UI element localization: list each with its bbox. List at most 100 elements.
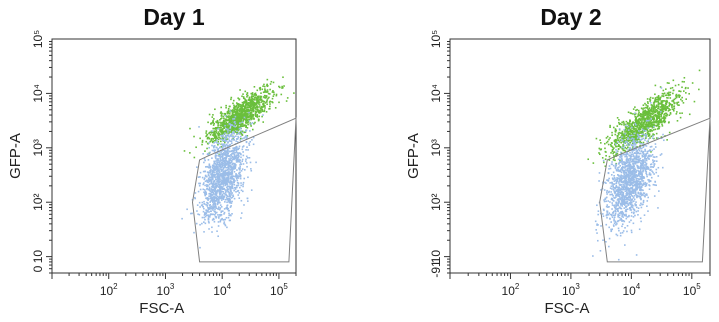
scatter-point — [214, 134, 217, 137]
scatter-point — [213, 200, 216, 203]
scatter-point — [620, 123, 623, 126]
scatter-point — [626, 216, 629, 218]
scatter-point — [608, 168, 610, 170]
scatter-point — [636, 145, 638, 148]
scatter-point — [208, 207, 210, 209]
scatter-point — [629, 197, 632, 199]
scatter-point — [210, 178, 212, 181]
scatter-point — [626, 224, 629, 227]
scatter-point — [237, 117, 240, 120]
scatter-point — [235, 122, 237, 124]
scatter-point — [629, 112, 632, 114]
scatter-point — [640, 123, 643, 126]
scatter-point — [620, 159, 623, 161]
scatter-point — [219, 147, 221, 149]
scatter-point — [617, 190, 620, 192]
scatter-point — [212, 178, 214, 180]
scatter-point — [622, 120, 625, 123]
scatter-point — [220, 111, 222, 113]
scatter-point — [623, 180, 625, 183]
scatter-point — [623, 140, 626, 143]
scatter-point — [254, 108, 257, 110]
scatter-point — [229, 176, 232, 179]
scatter-point — [220, 170, 223, 172]
scatter-point — [229, 186, 231, 189]
scatter-point — [663, 121, 666, 124]
scatter-point — [223, 127, 226, 129]
scatter-point — [651, 104, 653, 107]
scatter-point — [243, 204, 245, 206]
scatter-point — [607, 206, 609, 208]
scatter-point — [688, 113, 691, 116]
scatter-point — [611, 198, 614, 201]
scatter-point — [615, 221, 617, 224]
scatter-point — [193, 231, 195, 234]
scatter-point — [245, 126, 247, 129]
scatter-point — [238, 113, 241, 116]
scatter-point — [625, 208, 628, 211]
scatter-point — [229, 118, 231, 120]
scatter-point — [240, 108, 242, 110]
scatter-point — [661, 101, 664, 103]
scatter-point — [639, 193, 641, 196]
scatter-point — [231, 184, 233, 187]
scatter-point — [231, 115, 234, 118]
scatter-point — [231, 127, 234, 130]
scatter-point — [219, 220, 222, 223]
scatter-point — [648, 98, 651, 100]
scatter-point — [253, 109, 255, 112]
scatter-point — [646, 140, 649, 143]
scatter-point — [267, 97, 269, 100]
scatter-point — [221, 193, 224, 196]
scatter-point — [213, 175, 216, 178]
scatter-point — [642, 203, 644, 206]
scatter-point — [201, 201, 204, 204]
scatter-point — [662, 100, 665, 102]
scatter-point — [222, 152, 225, 154]
scatter-point — [258, 104, 261, 106]
scatter-point — [241, 108, 244, 110]
scatter-point — [668, 131, 671, 134]
scatter-point — [626, 160, 628, 162]
scatter-point — [650, 116, 653, 118]
scatter-point — [608, 165, 611, 167]
scatter-point — [224, 145, 226, 148]
scatter-point — [237, 194, 240, 196]
scatter-point — [640, 132, 643, 134]
scatter-point — [211, 149, 214, 152]
scatter-point — [285, 100, 288, 102]
scatter-point — [218, 132, 221, 135]
scatter-point — [230, 98, 232, 101]
scatter-point — [242, 190, 244, 193]
scatter-point — [649, 112, 652, 115]
scatter-point — [649, 130, 652, 133]
scatter-point — [635, 118, 638, 120]
y-tick-label: 10⁴ — [31, 84, 45, 103]
scatter-point — [234, 122, 237, 125]
scatter-point — [232, 129, 234, 132]
scatter-point — [663, 92, 666, 95]
scatter-point — [661, 100, 663, 102]
scatter-point — [633, 170, 636, 173]
scatter-point — [656, 98, 659, 101]
scatter-point — [616, 117, 619, 119]
scatter-point — [651, 154, 654, 156]
scatter-point — [625, 162, 628, 165]
scatter-point — [638, 124, 641, 127]
scatter-point — [232, 166, 235, 168]
scatter-point — [211, 226, 213, 229]
scatter-point — [678, 94, 680, 96]
scatter-point — [712, 70, 714, 72]
scatter-point — [617, 213, 619, 216]
scatter-point — [666, 139, 668, 141]
scatter-point — [225, 178, 228, 181]
scatter-point — [221, 182, 224, 184]
scatter-point — [617, 207, 619, 210]
scatter-point — [654, 146, 657, 148]
scatter-point — [630, 165, 633, 168]
scatter-point — [238, 122, 241, 124]
scatter-point — [217, 177, 219, 180]
scatter-point — [608, 138, 610, 141]
scatter-point — [242, 183, 244, 186]
scatter-point — [653, 120, 655, 123]
